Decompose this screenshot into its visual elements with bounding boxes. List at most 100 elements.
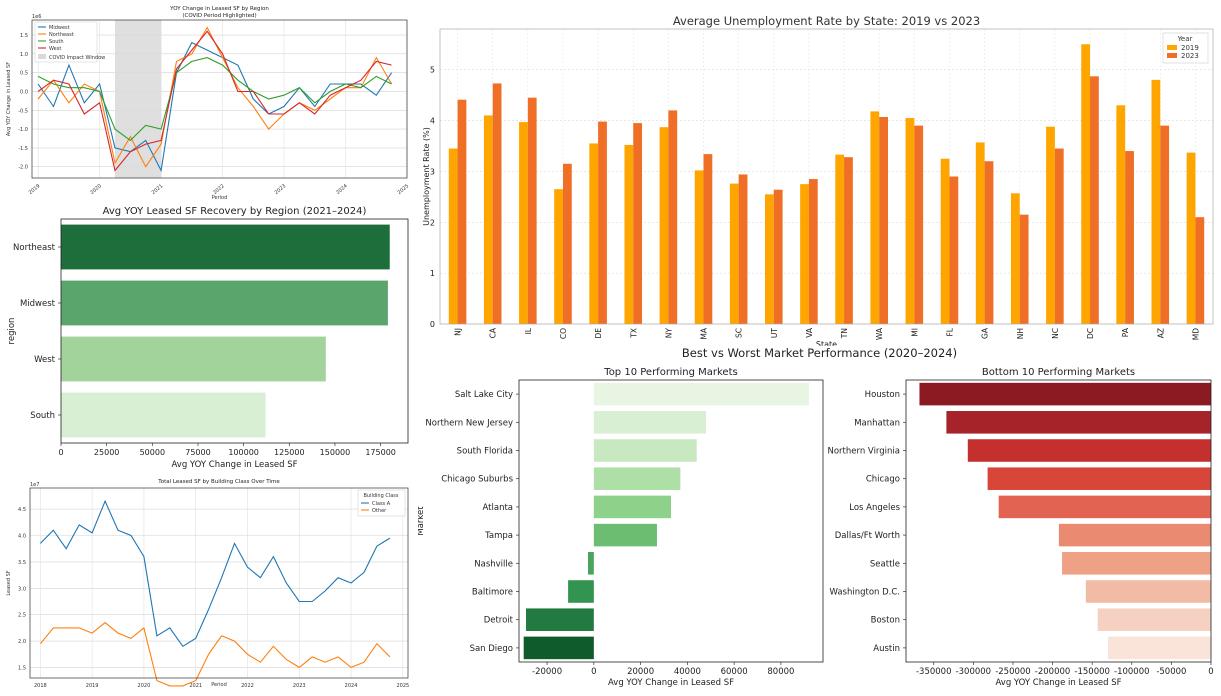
bar-boston <box>1097 608 1211 631</box>
legend-swatch <box>1167 53 1177 58</box>
x-tick-label: NY <box>664 328 673 339</box>
y-tick-label: 1.5 <box>20 33 28 39</box>
bar-nc-2023 <box>1054 148 1064 324</box>
bar-chicago <box>987 467 1211 490</box>
category-label: Chicago Suburbs <box>441 475 513 485</box>
bar-nj-2023 <box>457 99 467 324</box>
category-label: Austin <box>873 644 900 654</box>
plot-frame <box>905 379 1212 663</box>
category-label: Midwest <box>20 299 56 309</box>
bar-ny-2019 <box>659 127 669 325</box>
x-tick-label: SC <box>735 328 744 338</box>
plot-frame <box>439 28 1214 325</box>
x-tick-label: TN <box>840 328 849 339</box>
bar-md-2019 <box>1186 152 1196 324</box>
x-tick-label: UT <box>770 328 779 338</box>
category-label: Boston <box>871 616 900 626</box>
legend-label: Class A <box>372 501 391 507</box>
category-label: Salt Lake City <box>455 390 513 400</box>
x-axis-label: Avg YOY Change in Leased SF <box>171 460 297 470</box>
x-tick-label: 2022 <box>241 683 254 689</box>
bar-south-florida <box>593 439 697 462</box>
category-label: Dallas/Ft Worth <box>835 531 900 541</box>
bar-baltimore <box>568 580 594 603</box>
bar-houston <box>919 382 1211 406</box>
bar-fl-2019 <box>940 158 950 324</box>
bar-ma-2019 <box>694 170 704 324</box>
bar-manhattan <box>946 411 1211 434</box>
legend-label: South <box>49 39 64 45</box>
bar-dallas-ft-worth <box>1058 523 1211 547</box>
x-tick-label: 0 <box>591 667 596 677</box>
category-label: San Diego <box>470 644 513 654</box>
bar-fl-2023 <box>949 176 959 324</box>
plot-frame <box>518 379 824 663</box>
bar-ga-2023 <box>984 161 994 324</box>
bar-salt-lake-city <box>593 382 809 406</box>
x-tick-label: 2024 <box>335 183 349 196</box>
legend-label: 2023 <box>1181 52 1199 60</box>
y-multiplier-label: 1e6 <box>32 14 41 20</box>
legend-label: Midwest <box>49 25 70 31</box>
bar-west <box>61 336 326 382</box>
x-tick-label: NJ <box>454 328 463 336</box>
x-tick-label: DE <box>594 328 603 339</box>
x-tick-label: MA <box>700 327 709 339</box>
bar-ga-2019 <box>975 142 985 324</box>
bar-tx-2023 <box>633 123 643 325</box>
x-axis-label: Avg YOY Change in Leased SF <box>608 678 734 688</box>
bar-tn-2023 <box>844 157 853 324</box>
bar-az-2023 <box>1160 125 1170 324</box>
x-tick-label: CA <box>489 327 498 338</box>
category-label: Seattle <box>870 559 900 569</box>
y-axis-label: region <box>7 318 17 345</box>
bar-los-angeles <box>998 495 1211 519</box>
bar-tx-2019 <box>624 144 634 324</box>
bar-mi-2019 <box>905 118 915 324</box>
y-tick-label: 2.0 <box>18 639 26 645</box>
category-label: Nashville <box>474 559 513 569</box>
y-tick-label: 2 <box>430 218 435 227</box>
category-label: Northeast <box>13 243 56 253</box>
bar-il-2023 <box>527 97 537 325</box>
category-label: Baltimore <box>472 588 513 598</box>
bar-az-2019 <box>1151 79 1161 325</box>
category-label: Chicago <box>866 475 900 485</box>
y-tick-label: -1.5 <box>18 146 28 152</box>
chart-title: Avg YOY Leased SF Recovery by Region (20… <box>103 206 367 217</box>
x-tick-label: 150000 <box>320 448 351 457</box>
x-tick-label: 60000 <box>721 667 748 677</box>
x-tick-label: 2021 <box>151 183 165 196</box>
x-tick-label: 2021 <box>189 683 202 689</box>
x-tick-label: IL <box>524 327 533 334</box>
series-line-west <box>37 30 392 172</box>
chart-title: Bottom 10 Performing Markets <box>982 367 1135 378</box>
bar-washington-d-c- <box>1085 580 1211 603</box>
category-label: Detroit <box>484 616 514 626</box>
category-label: Atlanta <box>483 503 514 513</box>
series-line-class-a <box>40 499 391 648</box>
x-tick-label: -50000 <box>1156 667 1186 677</box>
bar-tampa <box>593 523 657 547</box>
x-tick-label: TX <box>629 328 638 339</box>
legend-swatch <box>38 54 46 59</box>
bar-nh-2019 <box>1010 193 1020 324</box>
x-tick-label: 2019 <box>28 183 42 196</box>
bar-atlanta <box>593 495 671 519</box>
x-tick-label: 50000 <box>140 448 165 457</box>
x-tick-label: PA <box>1121 327 1130 337</box>
bar-austin <box>1108 636 1211 660</box>
legend-label: Northeast <box>49 32 74 38</box>
y-tick-label: -0.5 <box>18 108 28 114</box>
leased-sf-by-class-chart: Total Leased SF by Building Class Over T… <box>0 474 415 696</box>
bar-san-diego <box>523 636 594 660</box>
y-tick-label: 3.0 <box>18 586 26 592</box>
bar-co-2023 <box>562 163 572 324</box>
x-tick-label: WA <box>875 327 884 340</box>
y-tick-label: 1 <box>430 269 435 278</box>
bar-detroit <box>526 608 594 631</box>
x-tick-label: 2019 <box>86 683 99 689</box>
bar-ut-2019 <box>765 194 774 324</box>
y-tick-label: 2.5 <box>18 613 26 619</box>
recovery-by-region-chart: Avg YOY Leased SF Recovery by Region (20… <box>0 202 415 472</box>
